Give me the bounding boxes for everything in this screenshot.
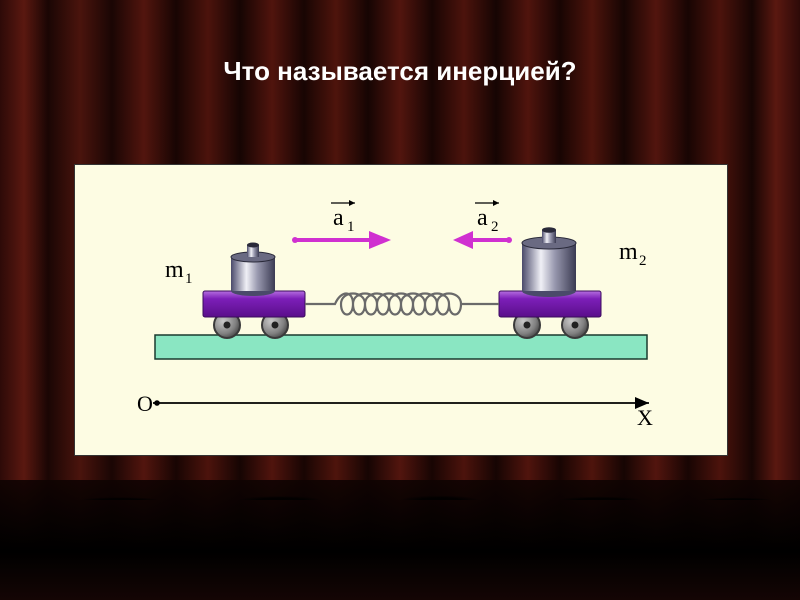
svg-text:1: 1 bbox=[347, 219, 355, 235]
cart-left bbox=[203, 243, 305, 339]
weight-right bbox=[522, 227, 576, 297]
slide-title: Что называется инерцией? bbox=[0, 56, 800, 87]
arrow-a1 bbox=[292, 231, 391, 249]
diagram-svg: O X bbox=[75, 165, 727, 455]
label-m2: m 2 bbox=[619, 239, 647, 269]
stage-floor bbox=[0, 480, 800, 600]
svg-text:1: 1 bbox=[185, 271, 193, 287]
axis-origin-dot bbox=[154, 400, 160, 406]
label-a2: a 2 bbox=[475, 200, 499, 235]
svg-text:2: 2 bbox=[639, 253, 647, 269]
svg-text:a: a bbox=[333, 205, 344, 231]
label-m1: m 1 bbox=[165, 257, 193, 287]
svg-text:2: 2 bbox=[491, 219, 499, 235]
label-a1: a 1 bbox=[331, 200, 355, 235]
axis-origin-label: O bbox=[137, 391, 153, 416]
arrow-a2 bbox=[453, 231, 512, 249]
spring bbox=[305, 294, 499, 315]
svg-text:a: a bbox=[477, 205, 488, 231]
cart-right bbox=[499, 227, 601, 338]
weight-left bbox=[231, 243, 275, 297]
axis-end-label: X bbox=[637, 405, 653, 430]
svg-text:m: m bbox=[165, 257, 184, 283]
physics-diagram: O X bbox=[74, 164, 728, 456]
svg-text:m: m bbox=[619, 239, 638, 265]
